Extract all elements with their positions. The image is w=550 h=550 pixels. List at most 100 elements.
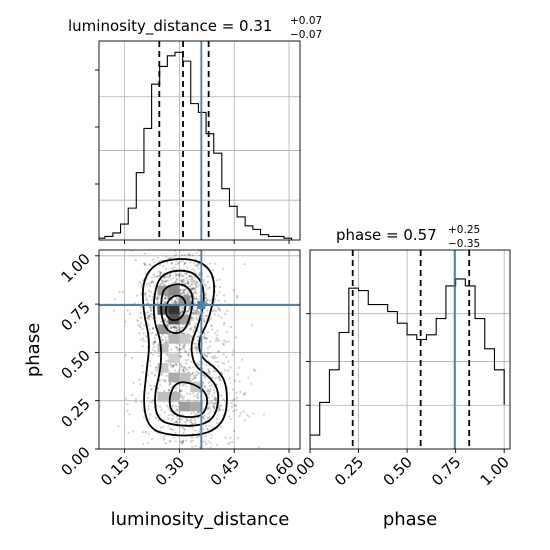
scatter-point bbox=[179, 393, 182, 396]
scatter-point bbox=[163, 297, 167, 300]
scatter-point bbox=[150, 401, 154, 404]
scatter-point bbox=[243, 391, 247, 394]
scatter-point bbox=[206, 408, 209, 411]
scatter-point bbox=[205, 314, 208, 318]
scatter-point bbox=[178, 351, 181, 354]
scatter-point bbox=[182, 305, 185, 309]
scatter-point bbox=[183, 280, 186, 283]
scatter-point bbox=[205, 354, 208, 358]
scatter-point bbox=[252, 412, 255, 415]
scatter-point bbox=[169, 243, 171, 245]
scatter-point bbox=[171, 365, 174, 368]
scatter-point bbox=[167, 389, 170, 392]
y-tick-label-phase: 1.00 bbox=[57, 250, 93, 286]
scatter-point bbox=[182, 291, 185, 295]
scatter-point bbox=[175, 329, 178, 333]
scatter-point bbox=[128, 413, 131, 416]
scatter-point bbox=[150, 371, 153, 375]
x-tick-label-ld: 0.30 bbox=[152, 453, 188, 489]
scatter-point bbox=[195, 309, 199, 312]
scatter-point bbox=[239, 390, 242, 393]
scatter-point bbox=[166, 341, 169, 344]
scatter-point bbox=[210, 436, 213, 440]
density-cell bbox=[157, 305, 169, 315]
scatter-point bbox=[175, 364, 178, 367]
scatter-point bbox=[147, 405, 150, 408]
x-tick-label-phase: 0.75 bbox=[428, 453, 464, 489]
scatter-point bbox=[223, 399, 226, 402]
scatter-point bbox=[170, 428, 173, 431]
scatter-point bbox=[216, 329, 219, 332]
scatter-point bbox=[192, 366, 195, 369]
scatter-point bbox=[193, 395, 196, 398]
scatter-point bbox=[172, 325, 175, 328]
scatter-point bbox=[149, 364, 152, 367]
scatter-point bbox=[169, 364, 172, 367]
scatter-point bbox=[171, 417, 174, 421]
scatter-point bbox=[201, 450, 203, 452]
scatter-point bbox=[192, 287, 195, 290]
scatter-point bbox=[184, 282, 187, 286]
scatter-point bbox=[159, 263, 162, 266]
scatter-point bbox=[191, 268, 194, 271]
scatter-point bbox=[162, 438, 165, 441]
scatter-point bbox=[170, 326, 173, 329]
scatter-point bbox=[141, 337, 145, 340]
scatter-point bbox=[171, 301, 174, 304]
scatter-point bbox=[177, 241, 179, 243]
scatter-point bbox=[171, 405, 174, 408]
scatter-point bbox=[165, 320, 168, 323]
scatter-point bbox=[189, 420, 192, 423]
scatter-point bbox=[160, 320, 163, 323]
scatter-point bbox=[202, 417, 205, 420]
scatter-point bbox=[170, 366, 173, 369]
scatter-point bbox=[164, 300, 167, 304]
scatter-point bbox=[158, 379, 162, 382]
scatter-point bbox=[213, 397, 216, 401]
scatter-point bbox=[156, 275, 159, 278]
scatter-point bbox=[209, 324, 213, 327]
scatter-point bbox=[197, 397, 200, 400]
scatter-point bbox=[196, 394, 199, 397]
scatter-point bbox=[197, 372, 200, 375]
scatter-point bbox=[194, 312, 198, 315]
scatter-point bbox=[144, 292, 147, 295]
density-cell bbox=[179, 372, 191, 383]
scatter-point bbox=[159, 274, 162, 277]
scatter-point bbox=[207, 392, 211, 395]
scatter-point bbox=[197, 454, 199, 456]
scatter-point bbox=[162, 378, 165, 382]
scatter-point bbox=[194, 313, 197, 316]
scatter-point bbox=[193, 477, 195, 479]
joint-contours bbox=[141, 258, 228, 437]
scatter-point bbox=[177, 370, 180, 373]
scatter-point bbox=[209, 416, 212, 419]
scatter-point bbox=[189, 440, 193, 443]
scatter-point bbox=[178, 326, 181, 329]
scatter-point bbox=[150, 281, 153, 284]
scatter-point bbox=[135, 294, 139, 297]
scatter-point bbox=[190, 288, 194, 291]
scatter-point bbox=[175, 390, 178, 393]
scatter-point bbox=[180, 305, 183, 309]
scatter-point bbox=[172, 301, 175, 304]
scatter-point bbox=[160, 279, 163, 282]
scatter-point bbox=[208, 371, 211, 374]
scatter-point bbox=[184, 350, 188, 353]
scatter-point bbox=[180, 292, 183, 295]
density-cell bbox=[168, 334, 180, 344]
scatter-point bbox=[226, 442, 230, 445]
scatter-point bbox=[191, 253, 195, 256]
scatter-point bbox=[161, 246, 163, 248]
scatter-point bbox=[218, 378, 222, 382]
scatter-point bbox=[205, 301, 209, 305]
scatter-point bbox=[183, 261, 186, 265]
scatter-point bbox=[211, 394, 214, 397]
scatter-point bbox=[185, 273, 188, 276]
scatter-point bbox=[178, 348, 181, 351]
scatter-point bbox=[204, 293, 207, 297]
scatter-point bbox=[232, 409, 235, 413]
scatter-point bbox=[149, 243, 151, 245]
scatter-point bbox=[222, 342, 225, 345]
scatter-point bbox=[174, 420, 178, 423]
